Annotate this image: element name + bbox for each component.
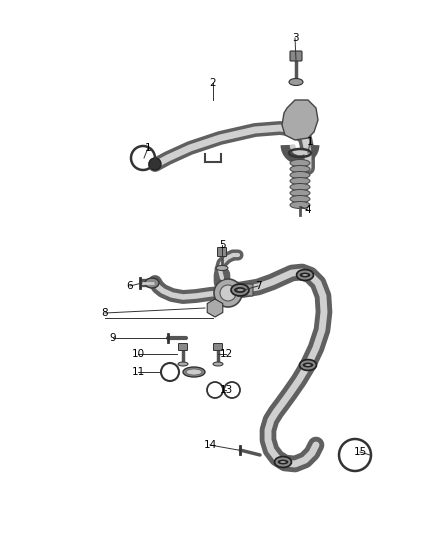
FancyBboxPatch shape — [213, 343, 223, 351]
Ellipse shape — [290, 190, 310, 197]
Ellipse shape — [289, 78, 303, 85]
Polygon shape — [282, 100, 318, 140]
Text: 11: 11 — [131, 367, 145, 377]
Ellipse shape — [216, 265, 228, 271]
Circle shape — [220, 285, 236, 301]
Ellipse shape — [145, 278, 159, 288]
Ellipse shape — [290, 196, 310, 203]
FancyBboxPatch shape — [218, 247, 226, 256]
Ellipse shape — [290, 172, 310, 179]
Text: 2: 2 — [210, 78, 216, 88]
Ellipse shape — [183, 367, 205, 377]
Ellipse shape — [186, 369, 202, 375]
Ellipse shape — [290, 177, 310, 184]
Text: 12: 12 — [219, 349, 233, 359]
Ellipse shape — [290, 159, 310, 166]
Ellipse shape — [290, 183, 310, 190]
FancyBboxPatch shape — [237, 284, 253, 296]
Circle shape — [149, 158, 161, 170]
Text: 9: 9 — [110, 333, 117, 343]
Ellipse shape — [178, 362, 188, 366]
Text: 1: 1 — [145, 143, 151, 153]
Circle shape — [214, 279, 242, 307]
Ellipse shape — [213, 362, 223, 366]
Text: 8: 8 — [102, 308, 108, 318]
Text: 4: 4 — [305, 205, 311, 215]
Text: 13: 13 — [219, 385, 233, 395]
Ellipse shape — [290, 201, 310, 208]
Text: 1: 1 — [307, 137, 313, 147]
Text: 15: 15 — [353, 447, 367, 457]
Text: 5: 5 — [219, 240, 225, 250]
Text: 6: 6 — [127, 281, 133, 291]
Ellipse shape — [290, 166, 310, 173]
FancyBboxPatch shape — [290, 51, 302, 61]
Text: 3: 3 — [292, 33, 298, 43]
Text: 7: 7 — [254, 281, 261, 291]
Text: 10: 10 — [131, 349, 145, 359]
FancyBboxPatch shape — [179, 343, 187, 351]
Text: 14: 14 — [203, 440, 217, 450]
